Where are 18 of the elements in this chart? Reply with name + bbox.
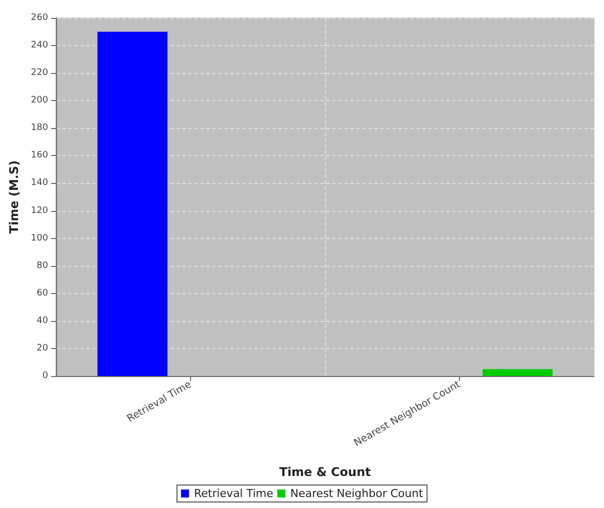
y-tick-label: 220 [30, 68, 48, 78]
y-tick-label: 140 [30, 178, 48, 188]
y-tick-label: 180 [30, 123, 48, 134]
y-tick-label: 100 [30, 233, 48, 244]
y-axis-title: Time (M.S) [7, 160, 21, 234]
y-tick-label: 160 [30, 150, 48, 161]
y-tick-label: 120 [30, 206, 48, 216]
y-tick-label: 60 [36, 288, 48, 298]
legend-label: Nearest Neighbor Count [290, 487, 424, 500]
y-tick-label: 40 [36, 316, 48, 326]
y-tick-label: 200 [30, 96, 48, 106]
y-tick-label: 0 [42, 371, 48, 381]
y-tick-label: 80 [36, 260, 48, 271]
x-axis-title: Time & Count [279, 465, 372, 479]
y-tick-label: 240 [30, 40, 48, 51]
y-tick-label: 20 [36, 343, 48, 354]
legend-label: Retrieval Time [194, 487, 274, 500]
y-tick-label: 260 [30, 13, 48, 23]
